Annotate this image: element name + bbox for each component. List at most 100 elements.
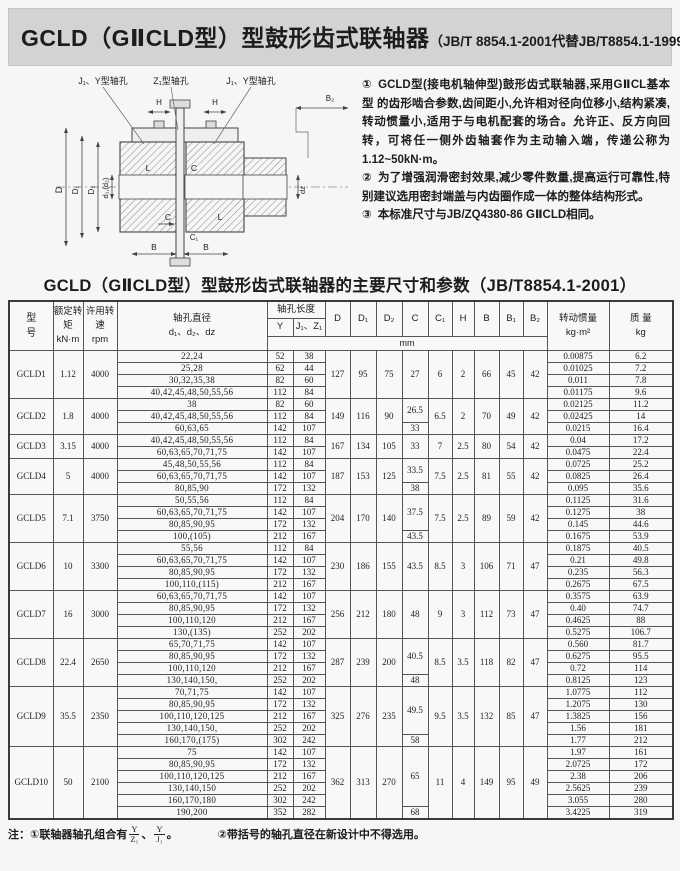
D-cell: 287 xyxy=(324,638,351,687)
length-J1Z1-cell: 282 xyxy=(292,806,326,819)
mass-cell: 239 xyxy=(608,782,674,795)
length-J1Z1-cell: 167 xyxy=(292,710,326,723)
inertia-cell: 0.04 xyxy=(546,434,610,447)
table-row: 40,42,45,48,50,55,56 112 84 0.02425 14 xyxy=(9,410,674,423)
length-Y-cell: 142 xyxy=(266,554,294,567)
length-J1Z1-cell: 132 xyxy=(292,698,326,711)
length-J1Z1-cell: 107 xyxy=(292,686,326,699)
D2-cell: 125 xyxy=(375,458,403,495)
B1-cell: 73 xyxy=(498,590,524,639)
length-Y-cell: 142 xyxy=(266,422,294,435)
mass-cell: 38 xyxy=(608,506,674,519)
D1-cell: 134 xyxy=(349,434,377,459)
length-Y-cell: 142 xyxy=(266,470,294,483)
D1-cell: 153 xyxy=(349,458,377,495)
header-C: C xyxy=(401,300,429,337)
header-C1: C₁ xyxy=(427,300,453,337)
seal-end-cover xyxy=(131,127,239,143)
C-cell: 40.5 xyxy=(401,638,429,675)
C1-cell: 7 xyxy=(427,434,453,459)
B1-cell: 85 xyxy=(498,686,524,747)
bore-diameter-cell: 130,(135) xyxy=(116,626,268,639)
length-Y-cell: 142 xyxy=(266,590,294,603)
note-2: ② 为了增强润滑密封效果,减少零件数量,提高运行可靠性,特别建议选用密封端盖与内齿… xyxy=(362,169,670,206)
length-J1Z1-cell: 202 xyxy=(292,782,326,795)
bore-diameter-cell: 130,140,150, xyxy=(116,674,268,687)
C1-cell: 8.5 xyxy=(427,542,453,591)
inertia-cell: 0.02425 xyxy=(546,410,610,423)
table-row: 30,32,35,38 82 60 0.011 7.8 xyxy=(9,374,674,387)
bore-diameter-cell: 40,42,45,48,50,55,56 xyxy=(116,410,268,423)
inertia-cell: 0.0475 xyxy=(546,446,610,459)
dim-H-right: H xyxy=(212,98,218,107)
inertia-cell: 1.97 xyxy=(546,746,610,759)
D-cell: 204 xyxy=(324,494,351,543)
inertia-cell: 3.4225 xyxy=(546,806,610,819)
B-cell: 66 xyxy=(473,350,500,399)
length-J1Z1-cell: 202 xyxy=(292,722,326,735)
length-J1Z1-cell: 107 xyxy=(292,746,326,759)
bore-type-label-left: J₁、Y型轴孔 xyxy=(78,75,128,86)
D-cell: 167 xyxy=(324,434,351,459)
length-Y-cell: 52 xyxy=(266,350,294,363)
mass-cell: 161 xyxy=(608,746,674,759)
bore-diameter-cell: 80,85,90 xyxy=(116,482,268,495)
inertia-cell: 3.055 xyxy=(546,794,610,807)
notes-panel: ① GCLD型(接电机轴伸型)鼓形齿式联轴器,采用GⅡCL基本型 的齿形啮合参数,… xyxy=(356,72,672,268)
D1-cell: 212 xyxy=(349,590,377,639)
H-cell: 2.5 xyxy=(451,434,475,459)
dim-B-right: B xyxy=(203,242,209,252)
D1-cell: 186 xyxy=(349,542,377,591)
C-cell: 48 xyxy=(401,674,429,687)
bore-diameter-cell: 80,85,90,95 xyxy=(116,602,268,615)
inertia-cell: 0.5275 xyxy=(546,626,610,639)
length-J1Z1-cell: 167 xyxy=(292,530,326,543)
length-J1Z1-cell: 132 xyxy=(292,758,326,771)
mass-cell: 40.5 xyxy=(608,542,674,555)
C1-cell: 6.5 xyxy=(427,398,453,435)
C-cell: 43.5 xyxy=(401,542,429,591)
C-cell: 49.5 xyxy=(401,686,429,735)
mass-cell: 67.5 xyxy=(608,578,674,591)
note-3-number: ③ xyxy=(362,209,372,222)
table-row: 60,63,65,70,71,75 142 107 0.0475 22.4 xyxy=(9,446,674,459)
inertia-cell: 0.1875 xyxy=(546,542,610,555)
length-Y-cell: 82 xyxy=(266,374,294,387)
B-cell: 132 xyxy=(473,686,500,747)
table-row: GCLD10 50 2100 75 142 107 362 313 270 65 11 4 149 95 4… xyxy=(8,746,674,819)
inertia-cell: 0.6275 xyxy=(546,650,610,663)
table-row: GCLD1 1.12 4000 22,24 52 38 127 95 75 27 6 2 66 45 42 0… xyxy=(8,350,674,399)
speed-cell: 2650 xyxy=(82,638,118,687)
table-row: 130,140,150, 252 202 1.56 181 xyxy=(9,722,674,735)
dim-L-right: L xyxy=(218,212,223,222)
length-J1Z1-cell: 132 xyxy=(292,566,326,579)
B2-cell: 47 xyxy=(522,686,548,747)
length-Y-cell: 142 xyxy=(266,446,294,459)
length-J1Z1-cell: 132 xyxy=(292,482,326,495)
length-J1Z1-cell: 167 xyxy=(292,770,326,783)
length-Y-cell: 212 xyxy=(266,614,294,627)
B-cell: 149 xyxy=(473,746,500,819)
table-row: 40,42,45,48,50,55,56 112 84 0.01175 9.6 xyxy=(9,386,674,399)
dim-dz: dz xyxy=(298,186,307,194)
H-cell: 3 xyxy=(451,542,475,591)
table-row: GCLD3 3.15 4000 40,42,45,48,50,55,56 112 84 16… xyxy=(8,434,674,459)
C-cell: 26.5 xyxy=(401,398,429,423)
length-J1Z1-cell: 107 xyxy=(292,446,326,459)
B2-cell: 47 xyxy=(522,638,548,687)
inertia-cell: 0.235 xyxy=(546,566,610,579)
length-Y-cell: 112 xyxy=(266,458,294,471)
D-cell: 187 xyxy=(324,458,351,495)
B2-cell: 47 xyxy=(522,542,548,591)
length-Y-cell: 112 xyxy=(266,494,294,507)
length-Y-cell: 112 xyxy=(266,434,294,447)
inertia-cell: 2.5625 xyxy=(546,782,610,795)
length-J1Z1-cell: 38 xyxy=(292,350,326,363)
torque-cell: 5 xyxy=(52,458,84,495)
length-J1Z1-cell: 107 xyxy=(292,590,326,603)
bore-diameter-cell: 40,42,45,48,50,55,56 xyxy=(116,386,268,399)
D1-cell: 170 xyxy=(349,494,377,543)
B1-cell: 71 xyxy=(498,542,524,591)
model-cell: GCLD2 xyxy=(8,398,54,435)
bore-diameter-cell: 100,110,120,125 xyxy=(116,710,268,723)
